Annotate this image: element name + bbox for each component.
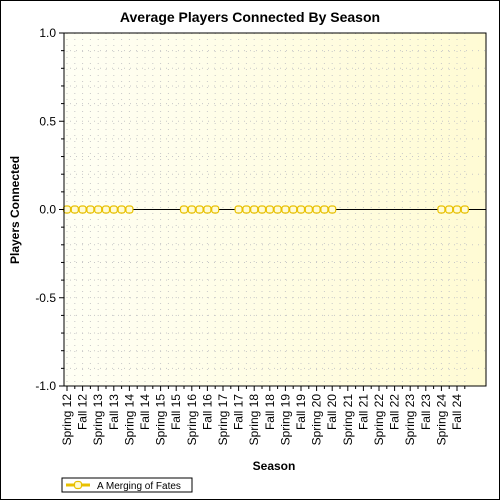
legend-box (61, 477, 193, 493)
data-point[interactable] (328, 205, 337, 214)
data-point[interactable] (265, 205, 274, 214)
x-tick-label: Fall 16 (200, 394, 214, 430)
x-tick-label: Spring 12 (60, 394, 74, 446)
data-point[interactable] (125, 205, 134, 214)
data-point[interactable] (452, 205, 462, 214)
legend[interactable]: A Merging of Fates (61, 477, 193, 493)
data-point[interactable] (289, 205, 298, 214)
data-point[interactable] (250, 205, 259, 214)
x-tick-label: Spring 21 (341, 394, 355, 446)
data-point[interactable] (109, 205, 118, 214)
data-point[interactable] (70, 205, 79, 214)
data-point[interactable] (320, 205, 329, 214)
x-tick-label: Spring 17 (216, 394, 230, 446)
y-tick-labels: 1.0 0.5 0.0 -0.5 -1.0 (35, 26, 56, 393)
x-tick-label: Fall 20 (325, 394, 339, 430)
x-tick-label: Spring 23 (403, 394, 417, 446)
x-tick-label: Fall 18 (263, 394, 277, 430)
x-tick-labels: Spring 12 Fall 12 Spring 13 Fall 13 Spring 1… (60, 394, 464, 446)
data-point[interactable] (187, 205, 196, 214)
data-point[interactable] (273, 205, 282, 214)
data-point[interactable] (234, 205, 243, 214)
series-layer (62, 205, 469, 214)
y-tick-label: -1.0 (35, 379, 56, 393)
x-tick-label: Fall 14 (138, 394, 152, 430)
y-axis-title: Players Connected (8, 156, 22, 264)
x-tick-label: Fall 13 (107, 394, 121, 430)
chart-title: Average Players Connected By Season (120, 9, 380, 25)
x-tick-label: Fall 17 (232, 394, 246, 430)
x-tick-label: Fall 12 (76, 394, 90, 430)
grid (64, 33, 486, 386)
data-point[interactable] (211, 205, 220, 214)
x-tick-label: Spring 19 (278, 394, 292, 446)
data-point[interactable] (242, 205, 251, 214)
data-point[interactable] (203, 205, 212, 214)
x-tick-label: Fall 21 (356, 394, 370, 430)
x-tick-label: Spring 20 (310, 394, 324, 446)
x-tick-label: Spring 15 (154, 394, 168, 446)
data-point[interactable] (195, 205, 204, 214)
data-point[interactable] (296, 205, 306, 214)
x-tick-label: Fall 24 (450, 394, 464, 430)
data-point[interactable] (94, 205, 103, 214)
data-point[interactable] (62, 205, 72, 214)
data-point[interactable] (117, 205, 126, 214)
x-axis-title: Season (253, 459, 296, 473)
data-point[interactable] (257, 205, 267, 214)
x-tick-label: Fall 23 (419, 394, 433, 430)
data-point[interactable] (281, 205, 290, 214)
data-point[interactable] (437, 205, 446, 214)
data-point[interactable] (312, 205, 321, 214)
x-tick-label: Fall 19 (294, 394, 308, 430)
data-point[interactable] (460, 205, 469, 214)
data-point[interactable] (445, 205, 454, 214)
legend-label: A Merging of Fates (97, 481, 181, 492)
data-point[interactable] (86, 205, 95, 214)
x-tick-label: Spring 18 (247, 394, 261, 446)
x-tick-label: Fall 22 (388, 394, 402, 430)
x-tick-label: Fall 15 (169, 394, 183, 430)
y-tick-label: 0.5 (39, 114, 56, 128)
y-tick-label: -0.5 (35, 291, 56, 305)
x-tick-label: Spring 16 (185, 394, 199, 446)
legend-marker (73, 480, 83, 490)
data-point[interactable] (101, 205, 111, 214)
y-tick-label: 0.0 (39, 203, 56, 217)
data-point[interactable] (179, 205, 189, 214)
data-point[interactable] (78, 205, 87, 214)
x-tick-label: Spring 24 (434, 394, 448, 446)
x-tick-label: Spring 13 (91, 394, 105, 446)
x-tick-label: Spring 14 (122, 394, 136, 446)
data-point[interactable] (304, 205, 313, 214)
axes (59, 32, 487, 391)
x-tick-label: Spring 22 (372, 394, 386, 446)
y-tick-label: 1.0 (39, 26, 56, 40)
